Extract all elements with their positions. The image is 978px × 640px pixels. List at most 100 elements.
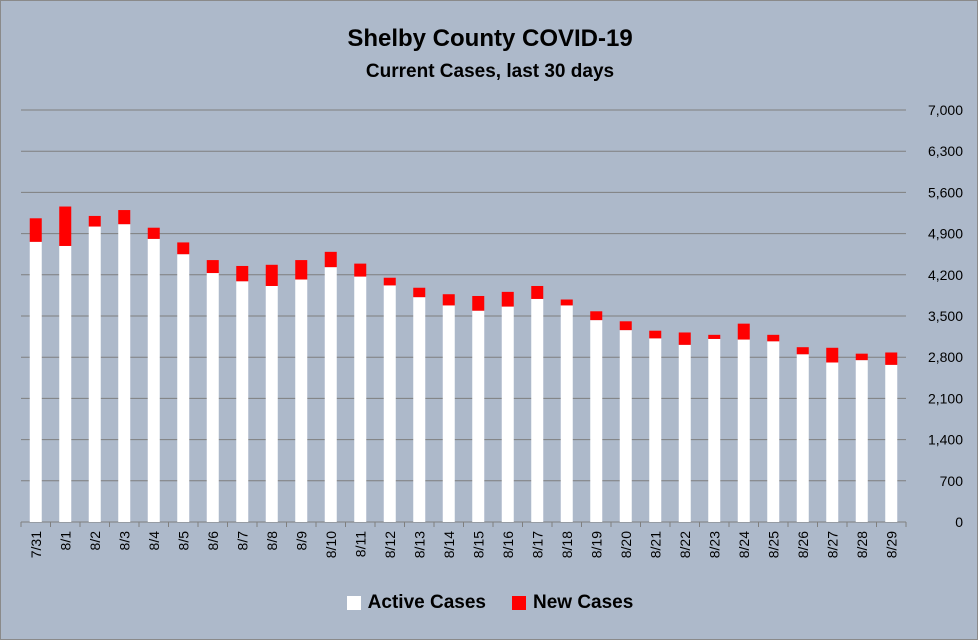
- bar-active-cases: [678, 344, 691, 522]
- bar-active-cases: [265, 285, 278, 522]
- legend-item-new: New Cases: [511, 592, 634, 614]
- y-tick-label: 5,600: [928, 184, 963, 200]
- x-tick-label: 8/2: [87, 531, 103, 551]
- y-tick-label: 2,800: [928, 349, 963, 365]
- bar-active-cases: [236, 281, 249, 522]
- legend: Active Cases New Cases: [1, 592, 978, 614]
- bar-active-cases: [649, 338, 662, 522]
- bar-active-cases: [29, 241, 42, 522]
- bar-new-cases: [796, 347, 809, 355]
- bar-active-cases: [501, 306, 514, 522]
- x-tick-label: 8/10: [323, 531, 339, 558]
- x-tick-label: 8/28: [854, 531, 870, 558]
- bar-active-cases: [354, 276, 367, 522]
- x-tick-label: 8/24: [736, 531, 752, 558]
- bar-new-cases: [265, 264, 278, 286]
- x-tick-label: 8/11: [352, 531, 368, 557]
- y-tick-label: 3,500: [928, 308, 963, 324]
- bar-active-cases: [767, 341, 780, 522]
- bar-active-cases: [88, 226, 101, 522]
- x-tick-label: 8/5: [175, 531, 191, 551]
- legend-label-new: New Cases: [532, 592, 634, 613]
- bar-new-cases: [236, 265, 249, 282]
- bar-active-cases: [295, 279, 308, 522]
- legend-swatch-new: [511, 596, 526, 610]
- bar-active-cases: [59, 245, 72, 522]
- bar-active-cases: [118, 224, 131, 522]
- bar-new-cases: [29, 218, 42, 242]
- bar-active-cases: [177, 254, 190, 522]
- bar-active-cases: [826, 362, 839, 522]
- y-tick-label: 4,900: [928, 226, 963, 242]
- bar-new-cases: [383, 277, 396, 286]
- bar-new-cases: [324, 251, 337, 268]
- bar-new-cases: [560, 299, 573, 306]
- x-tick-label: 8/3: [116, 531, 132, 551]
- x-tick-label: 8/15: [470, 531, 486, 558]
- bar-active-cases: [413, 297, 426, 522]
- bar-new-cases: [619, 321, 632, 331]
- bar-active-cases: [708, 338, 721, 522]
- legend-item-active: Active Cases: [346, 592, 486, 614]
- y-tick-label: 6,300: [928, 143, 963, 159]
- bar-active-cases: [619, 330, 632, 522]
- bar-new-cases: [531, 285, 544, 299]
- y-tick-label: 700: [940, 473, 964, 489]
- x-tick-label: 8/25: [765, 531, 781, 558]
- y-tick-label: 2,100: [928, 390, 963, 406]
- bar-active-cases: [147, 238, 160, 522]
- x-tick-label: 8/17: [529, 531, 545, 558]
- bar-new-cases: [59, 206, 72, 246]
- y-tick-label: 7,000: [928, 102, 963, 118]
- bar-new-cases: [147, 227, 160, 239]
- bar-new-cases: [442, 294, 455, 306]
- x-tick-label: 8/4: [146, 531, 162, 551]
- bar-new-cases: [206, 260, 219, 274]
- x-tick-label: 8/8: [264, 531, 280, 551]
- bar-new-cases: [88, 215, 101, 227]
- bar-active-cases: [324, 267, 337, 522]
- x-tick-label: 8/13: [411, 531, 427, 558]
- x-tick-label: 8/19: [588, 531, 604, 558]
- x-tick-label: 8/1: [57, 531, 73, 551]
- bar-active-cases: [383, 285, 396, 522]
- x-tick-label: 8/9: [293, 531, 309, 551]
- bar-new-cases: [855, 353, 868, 361]
- bar-active-cases: [855, 360, 868, 522]
- x-tick-label: 8/20: [618, 531, 634, 558]
- x-tick-label: 8/29: [883, 531, 899, 558]
- bar-new-cases: [708, 334, 721, 339]
- bar-new-cases: [737, 323, 750, 340]
- bar-active-cases: [442, 305, 455, 522]
- bar-new-cases: [885, 352, 898, 365]
- x-tick-label: 8/18: [559, 531, 575, 558]
- y-tick-label: 0: [955, 514, 963, 530]
- bar-new-cases: [678, 332, 691, 345]
- bar-new-cases: [295, 260, 308, 280]
- legend-swatch-active: [346, 596, 361, 610]
- bar-new-cases: [472, 295, 485, 311]
- chart-title: Shelby County COVID-19: [347, 25, 633, 52]
- x-tick-label: 7/31: [28, 531, 44, 558]
- bar-new-cases: [826, 347, 839, 363]
- bar-active-cases: [590, 320, 603, 522]
- bar-active-cases: [885, 364, 898, 522]
- bar-active-cases: [796, 354, 809, 522]
- bar-active-cases: [531, 298, 544, 522]
- x-tick-label: 8/6: [205, 531, 221, 551]
- x-tick-label: 8/16: [500, 531, 516, 558]
- x-tick-label: 8/7: [234, 531, 250, 551]
- x-tick-label: 8/26: [795, 531, 811, 558]
- bar-new-cases: [501, 291, 514, 307]
- x-tick-label: 8/23: [706, 531, 722, 558]
- x-tick-label: 8/14: [441, 531, 457, 558]
- bar-active-cases: [472, 310, 485, 522]
- bar-new-cases: [118, 210, 131, 225]
- bar-new-cases: [649, 330, 662, 339]
- bar-active-cases: [737, 339, 750, 522]
- x-tick-label: 8/12: [382, 531, 398, 558]
- x-tick-label: 8/22: [677, 531, 693, 558]
- x-tick-label: 8/27: [824, 531, 840, 558]
